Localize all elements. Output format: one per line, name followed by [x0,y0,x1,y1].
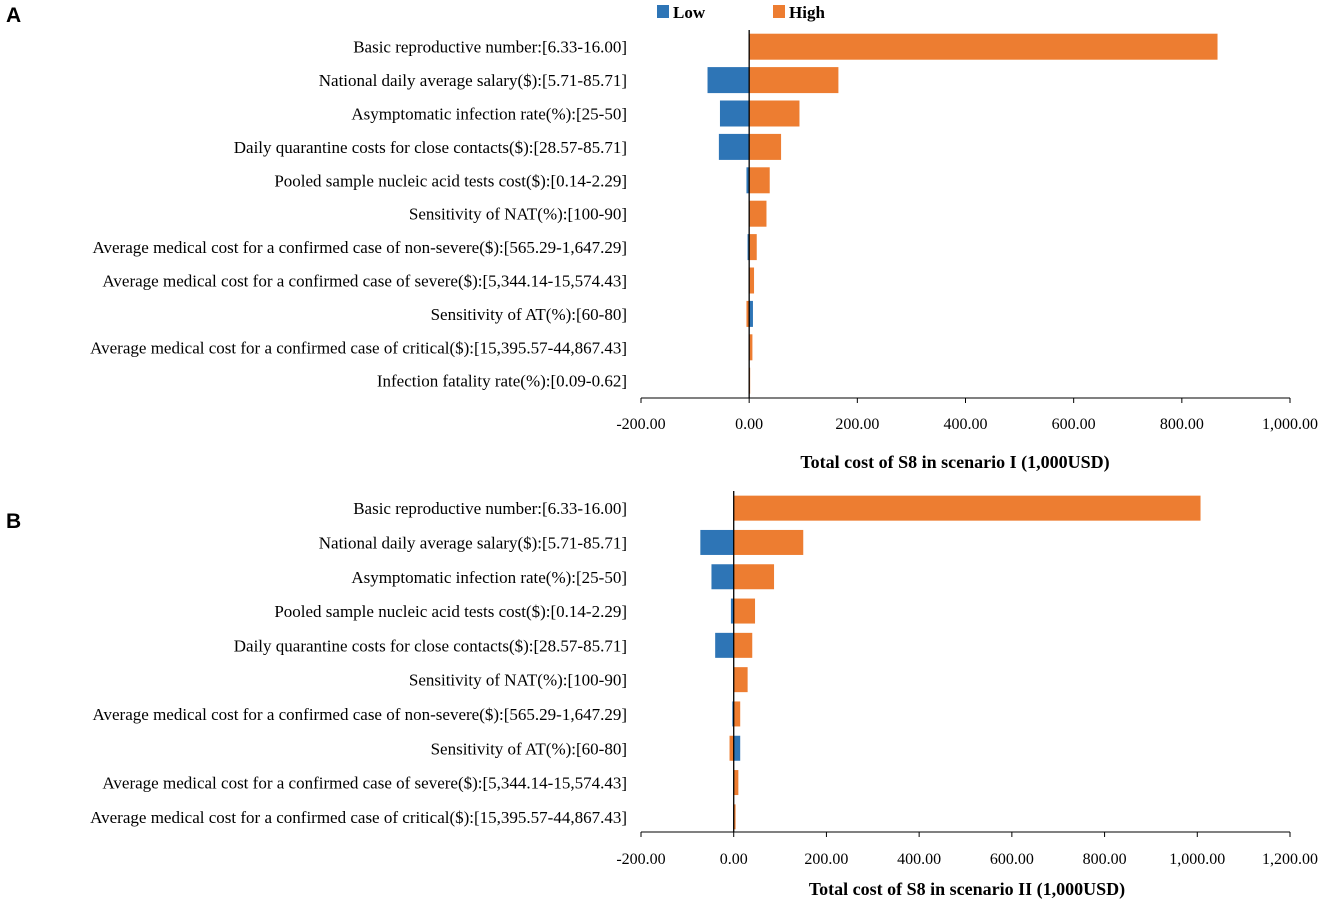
panel-a-bar-high [749,133,782,160]
panel-b-bar-high [733,529,804,555]
panel-b-category-label: Basic reproductive number:[6.33-16.00] [353,499,627,518]
panel-a-bar-high [749,100,800,127]
panel-b-bar-high [733,804,736,830]
panel-a-tick-label: 600.00 [1052,416,1096,433]
panel-a-category-label: National daily average salary($):[5.71-8… [319,71,627,90]
panel-a-bar-high [749,200,767,227]
panel-a-tick-labels: -200.00 0.00 200.00 400.00 600.00 800.00 1,000… [616,416,1318,433]
panel-a-x-axis-title: Total cost of S8 in scenario I (1,000USD… [800,452,1109,473]
panel-b-category-label: Daily quarantine costs for close contact… [234,636,627,655]
panel-b-bar-high [733,701,741,727]
panel-a-category-label: Sensitivity of NAT(%):[100-90] [409,205,627,224]
panel-a-tick-label: 400.00 [944,416,988,433]
panel-b-category-label: Sensitivity of AT(%):[60-80] [431,739,627,758]
panel-b-x-axis-title: Total cost of S8 in scenario II (1,000US… [809,879,1125,900]
legend: Low High [657,3,825,22]
panel-b-bar-high [733,495,1201,521]
panel-a-bar-low [707,67,750,94]
panel-a-bar-high [749,67,839,94]
panel-b-bar-low [715,632,734,658]
panel-a-bar-high [749,334,753,361]
panel-a-category-label: Infection fatality rate(%):[0.09-0.62] [377,372,627,391]
panel-b-tick-label: 1,000.00 [1169,851,1225,868]
legend-high-label: High [789,3,825,22]
panel-b-bar-low [711,564,734,590]
panel-b-letter: B [6,510,21,533]
panel-b-category-label: Asymptomatic infection rate(%):[25-50] [351,568,627,587]
panel-b-tick-label: 600.00 [990,851,1034,868]
panel-a-category-label: Pooled sample nucleic acid tests cost($)… [274,171,627,190]
panel-a-tick-label: -200.00 [616,416,665,433]
panel-b-bar-high [733,564,775,590]
panel-a-bar-high [749,234,757,261]
panel-b-tick-label: 200.00 [804,851,848,868]
panel-a-category-label: Basic reproductive number:[6.33-16.00] [353,38,627,57]
panel-b-tick-label: 400.00 [897,851,941,868]
panel-a-bar-low [746,167,750,194]
panel-b-bar-low [733,735,741,761]
panel-a-bar-low [718,133,750,160]
panel-a-bar-low [749,300,753,327]
panel-b-category-labels: Basic reproductive number:[6.33-16.00] Na… [90,499,627,827]
panel-a-bar-high [749,167,770,194]
panel-a-category-labels: Basic reproductive number:[6.33-16.00] Na… [90,38,627,391]
panel-b-tick-label: 800.00 [1083,851,1127,868]
panel-b-bar-high [733,598,756,624]
panel-b-bar-high [733,632,753,658]
panel-b-bar-low [700,529,734,555]
panel-b-bar-low [732,701,734,727]
panel-a-letter: A [6,4,21,27]
panel-a-x-axis [640,30,1291,403]
panel-b-tick-label: 0.00 [720,851,748,868]
panel-b-category-label: Average medical cost for a confirmed cas… [90,808,627,827]
panel-b-bar-high [733,770,739,796]
panel-a-bar-low [747,234,750,261]
panel-a-bar-high [746,300,750,327]
panel-a-tick-label: 0.00 [735,416,763,433]
panel-a-tick-label: 1,000.00 [1262,416,1318,433]
legend-low-label: Low [673,3,706,22]
panel-a-category-label: Daily quarantine costs for close contact… [234,138,627,157]
panel-a-bar-low [719,100,750,127]
panel-b-bars [700,495,1201,830]
panel-b-bar-low [730,598,734,624]
panel-a-bar-high [749,267,755,294]
panel-b-category-label: Average medical cost for a confirmed cas… [93,705,628,724]
panel-a-category-label: Sensitivity of AT(%):[60-80] [431,305,627,324]
legend-low-swatch [657,5,669,18]
panel-a-bars [707,33,1218,394]
panel-a-tick-label: 800.00 [1160,416,1204,433]
panel-a-category-label: Average medical cost for a confirmed cas… [102,272,627,291]
panel-a-category-label: Average medical cost for a confirmed cas… [90,338,627,357]
panel-a-category-label: Average medical cost for a confirmed cas… [93,238,628,257]
panel-b-tick-label: 1,200.00 [1262,851,1318,868]
panel-a-bar-high [749,33,1218,60]
panel-b-tick-labels: -200.00 0.00 200.00 400.00 600.00 800.00 1,000… [616,851,1318,868]
panel-b-tick-label: -200.00 [616,851,665,868]
panel-a-chart: A Basic reproductive number:[6.33-16.00]… [6,4,1318,473]
panel-b-category-label: Average medical cost for a confirmed cas… [102,774,627,793]
panel-b-category-label: Sensitivity of NAT(%):[100-90] [409,671,627,690]
legend-high-swatch [773,5,785,18]
panel-b-category-label: Pooled sample nucleic acid tests cost($)… [274,602,627,621]
panel-b-chart: B Basic reproductive number:[6.33-16.00]… [6,491,1318,900]
panel-b-bar-high [729,735,734,761]
panel-b-x-axis [640,491,1291,837]
panel-b-category-label: National daily average salary($):[5.71-8… [319,533,627,552]
panel-a-tick-label: 200.00 [835,416,879,433]
panel-a-category-label: Asymptomatic infection rate(%):[25-50] [351,105,627,124]
panel-b-bar-high [733,667,748,693]
